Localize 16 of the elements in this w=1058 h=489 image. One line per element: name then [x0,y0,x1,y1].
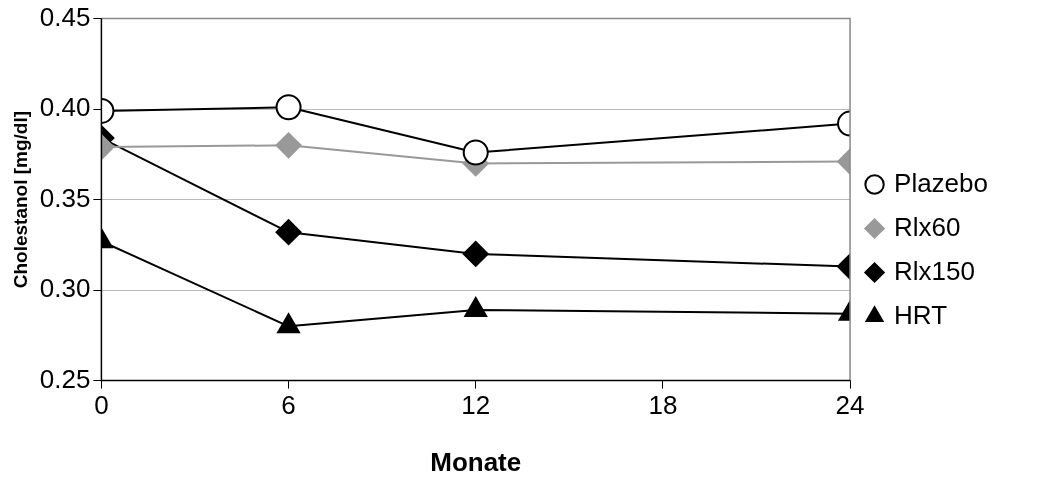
x-tick-label: 0 [94,390,109,421]
x-tick-label: 18 [648,390,678,421]
x-axis-title: Monate [430,446,522,477]
y-tick-label: 0.30 [39,273,91,304]
y-tick-label: 0.35 [39,182,91,213]
legend-label: Rlx60 [894,211,961,242]
x-tick-label: 12 [461,390,491,421]
legend-label: HRT [894,299,948,330]
y-tick-label: 0.45 [39,1,91,32]
legend-label: Rlx150 [894,255,975,286]
y-tick-label: 0.25 [39,363,91,394]
x-tick-label: 24 [835,390,865,421]
legend-label: Plazebo [894,167,989,198]
y-tick-label: 0.40 [39,92,91,123]
x-tick-label: 6 [281,390,296,421]
y-axis-title: Cholestanol [mg/dl] [9,110,31,289]
